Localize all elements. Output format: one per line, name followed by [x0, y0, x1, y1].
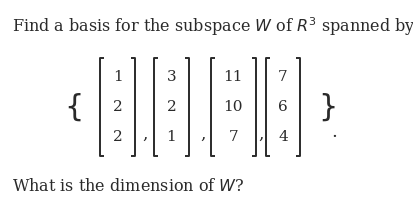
- Text: ,: ,: [258, 125, 264, 143]
- Text: 3: 3: [166, 70, 176, 84]
- Text: 7: 7: [228, 130, 238, 144]
- Text: 1: 1: [166, 130, 176, 144]
- Text: ,: ,: [200, 125, 206, 143]
- Text: $\}$: $\}$: [318, 91, 335, 123]
- Text: 10: 10: [223, 100, 243, 114]
- Text: 4: 4: [278, 130, 288, 144]
- Text: 2: 2: [113, 100, 123, 114]
- Text: 7: 7: [278, 70, 288, 84]
- Text: What is the dimension of $W$?: What is the dimension of $W$?: [12, 178, 245, 195]
- Text: 1: 1: [113, 70, 123, 84]
- Text: 2: 2: [166, 100, 176, 114]
- Text: $\{$: $\{$: [64, 91, 81, 123]
- Text: 11: 11: [223, 70, 243, 84]
- Text: ,: ,: [142, 125, 148, 143]
- Text: .: .: [332, 123, 337, 141]
- Text: Find a basis for the subspace $W$ of $R^3$ spanned by: Find a basis for the subspace $W$ of $R^…: [12, 15, 413, 38]
- Text: 6: 6: [278, 100, 288, 114]
- Text: 2: 2: [113, 130, 123, 144]
